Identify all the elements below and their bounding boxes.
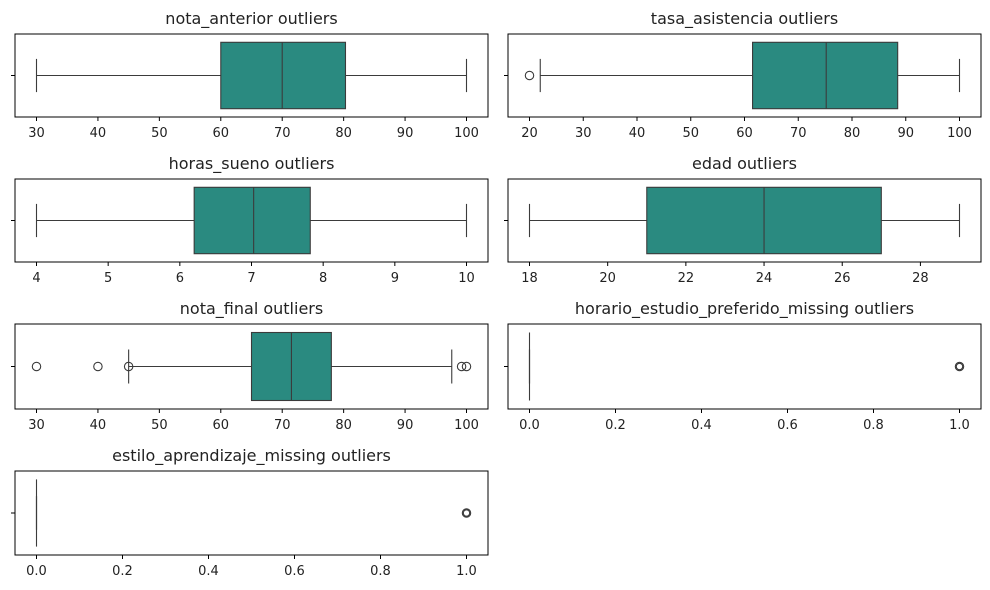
subplot-6: horario_estudio_preferido_missing outlie… xyxy=(504,299,982,433)
x-tick-label: 80 xyxy=(335,126,352,141)
subplot-title: horario_estudio_preferido_missing outlie… xyxy=(575,299,914,319)
x-tick-label: 80 xyxy=(335,418,352,433)
x-tick-label: 26 xyxy=(834,271,851,286)
outlier-point xyxy=(456,361,467,372)
x-tick-label: 30 xyxy=(28,126,45,141)
x-tick-label: 30 xyxy=(28,418,45,433)
x-tick-label: 20 xyxy=(599,271,616,286)
outlier-point xyxy=(954,361,965,372)
x-tick-label: 100 xyxy=(454,418,479,433)
x-tick-label: 0.4 xyxy=(691,418,712,433)
subplot-4: edad outliers 18 20 22 24 26 28 xyxy=(504,154,982,286)
axes-frame xyxy=(507,323,982,410)
x-tick-label: 50 xyxy=(682,126,699,141)
x-tick-label: 0.2 xyxy=(112,564,133,579)
x-tick-label: 50 xyxy=(151,126,168,141)
x-tick-label: 22 xyxy=(678,271,695,286)
x-tick-label: 70 xyxy=(790,126,807,141)
x-tick-label: 24 xyxy=(756,271,773,286)
x-tick-label: 40 xyxy=(629,126,646,141)
subplot-5: nota_final outliers 30 40 50 60 70 80 90 100 xyxy=(11,299,489,433)
x-tick-label: 60 xyxy=(736,126,753,141)
x-tick-label: 90 xyxy=(897,126,914,141)
subplot-title: nota_final outliers xyxy=(180,299,323,319)
subplot-title: edad outliers xyxy=(692,154,797,173)
outlier-point xyxy=(461,361,472,372)
x-tick-label: 5 xyxy=(104,271,112,286)
x-tick-label: 0.8 xyxy=(863,418,884,433)
outlier-point xyxy=(461,508,472,518)
subplot-7: estilo_aprendizaje_missing outliers 0.0 0.… xyxy=(11,446,489,579)
outlier-point xyxy=(31,361,42,372)
subplot-2: tasa_asistencia outliers 20 30 40 50 60 70 80 90… xyxy=(504,9,982,141)
x-tick-label: 60 xyxy=(213,126,230,141)
iqr-box xyxy=(193,186,311,255)
x-tick-label: 1.0 xyxy=(456,564,477,579)
x-tick-label: 28 xyxy=(912,271,929,286)
subplot-title: estilo_aprendizaje_missing outliers xyxy=(112,446,391,466)
x-tick-label: 90 xyxy=(397,418,414,433)
iqr-box xyxy=(220,41,347,110)
x-tick-label: 10 xyxy=(458,271,475,286)
x-tick-label: 30 xyxy=(575,126,592,141)
x-tick-label: 7 xyxy=(247,271,255,286)
x-tick-label: 0.8 xyxy=(370,564,391,579)
x-tick-label: 0.2 xyxy=(605,418,626,433)
x-tick-label: 40 xyxy=(90,126,107,141)
x-tick-label: 90 xyxy=(397,126,414,141)
x-tick-label: 0.4 xyxy=(198,564,219,579)
x-tick-label: 0.0 xyxy=(519,418,540,433)
outlier-point xyxy=(123,361,134,372)
x-tick-label: 0.6 xyxy=(284,564,305,579)
x-tick-label: 18 xyxy=(521,271,538,286)
x-tick-label: 70 xyxy=(274,418,291,433)
outlier-point-overlap xyxy=(462,509,471,517)
x-tick-label: 40 xyxy=(90,418,107,433)
iqr-box xyxy=(752,41,899,110)
x-tick-label: 1.0 xyxy=(949,418,970,433)
x-tick-label: 20 xyxy=(521,126,538,141)
outlier-point xyxy=(524,70,535,81)
x-tick-label: 4 xyxy=(32,271,40,286)
subplot-title: horas_sueno outliers xyxy=(169,154,335,174)
x-tick-label: 80 xyxy=(844,126,861,141)
outlier-point-overlap xyxy=(955,362,964,371)
outlier-point xyxy=(93,361,103,372)
x-tick-label: 8 xyxy=(319,271,327,286)
x-tick-label: 9 xyxy=(391,271,399,286)
x-tick-label: 100 xyxy=(947,126,972,141)
x-tick-label: 70 xyxy=(274,126,291,141)
x-tick-label: 60 xyxy=(213,418,230,433)
subplot-title: nota_anterior outliers xyxy=(165,9,337,29)
x-tick-label: 50 xyxy=(151,418,168,433)
x-tick-label: 6 xyxy=(176,271,184,286)
x-tick-label: 0.0 xyxy=(26,564,47,579)
x-tick-label: 0.6 xyxy=(777,418,798,433)
subplot-title: tasa_asistencia outliers xyxy=(651,9,838,29)
subplot-3: horas_sueno outliers 4 5 6 7 8 9 10 xyxy=(11,154,489,286)
x-tick-label: 100 xyxy=(454,126,479,141)
subplot-1: nota_anterior outliers 30 40 50 60 70 80 90 100 xyxy=(11,9,489,141)
axes-frame xyxy=(14,470,489,556)
